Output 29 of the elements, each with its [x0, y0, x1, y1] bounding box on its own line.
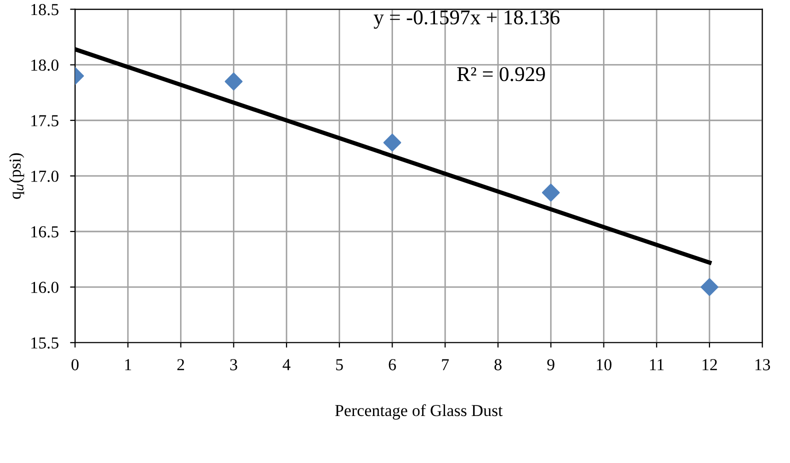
- annotation: y = -0.1597x + 18.136: [374, 10, 560, 29]
- x-tick-label: 13: [755, 359, 770, 370]
- y-tick-label: 16.5: [31, 226, 58, 238]
- point: [542, 184, 560, 202]
- x-tick-label: 0: [72, 359, 79, 370]
- point: [383, 134, 402, 152]
- x-tick-label: 12: [702, 359, 717, 370]
- y-tick-label: 18.0: [31, 60, 58, 71]
- y-tick-label: 18.5: [31, 4, 58, 16]
- point: [700, 278, 718, 296]
- x-tick-label: 7: [442, 359, 449, 370]
- x-tick-label: 11: [650, 359, 664, 370]
- x-tick-label: 2: [177, 359, 184, 370]
- x-tick-label: 6: [388, 359, 396, 370]
- x-tick-label: 10: [596, 359, 612, 370]
- x-tick-label: 4: [282, 359, 290, 370]
- y-tick-label: 15.5: [31, 337, 58, 349]
- y-tick-label: 16.0: [31, 282, 58, 294]
- annotation: R² = 0.929: [457, 67, 545, 82]
- x-axis-title: Percentage of Glass Dust: [335, 404, 503, 420]
- x-tick-label: 8: [494, 359, 502, 370]
- x-tick-label: 3: [230, 359, 238, 370]
- y-tick-label: 17.5: [31, 115, 58, 126]
- y-axis-title: q$_{u}$(psi): [9, 153, 24, 199]
- x-tick-label: 1: [125, 359, 132, 370]
- x-tick-label: 9: [547, 359, 554, 370]
- x-tick-label: 5: [336, 359, 343, 370]
- y-tick-label: 17.0: [31, 170, 58, 182]
- point: [224, 72, 243, 90]
